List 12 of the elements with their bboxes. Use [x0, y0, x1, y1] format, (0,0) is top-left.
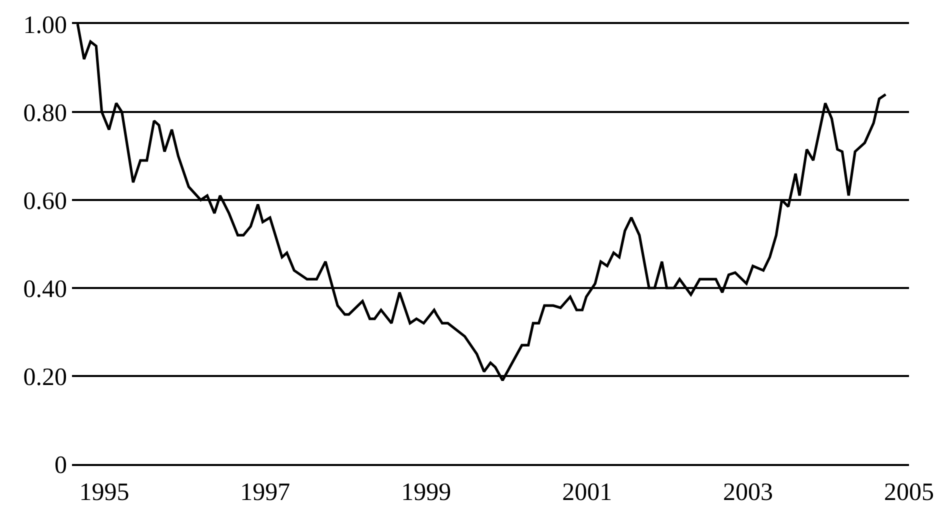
x-tick-label: 2001 [562, 479, 612, 506]
x-tick-label: 1995 [79, 479, 130, 506]
y-tick-label: 0.80 [23, 100, 67, 127]
y-tick-label: 0 [54, 452, 67, 479]
x-tick-label: 1999 [401, 479, 452, 506]
x-tick-label: 2005 [884, 479, 934, 506]
y-tick-label: 1.00 [23, 12, 67, 39]
y-tick-label: 0.40 [23, 276, 67, 303]
x-tick-label: 2003 [723, 479, 774, 506]
x-tick-label: 1997 [240, 479, 290, 506]
y-tick-label: 0.20 [23, 364, 67, 391]
y-tick-label: 0.60 [23, 188, 67, 215]
